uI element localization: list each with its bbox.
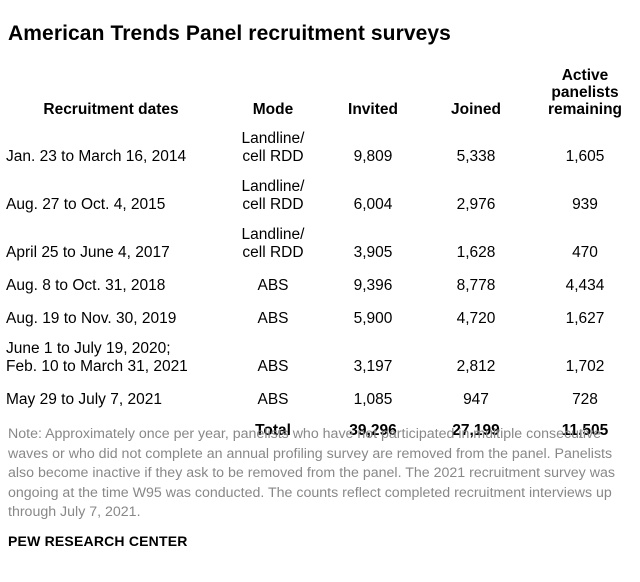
dates-cell: May 29 to July 7, 2021	[6, 391, 162, 408]
header-invited: Invited	[348, 101, 398, 118]
joined-cell: 2,976	[456, 196, 496, 213]
mode-line1: Landline/	[241, 130, 305, 147]
mode-cell: Landline/cell RDD	[222, 122, 324, 170]
mode-cell: Landline/cell RDD	[222, 218, 324, 266]
remaining-cell: 4,434	[565, 277, 605, 294]
total-row: Total 39,296 27,199 11,505	[0, 413, 640, 442]
mode-line2: cell RDD	[242, 148, 304, 165]
joined-cell: 2,812	[456, 358, 496, 375]
table-row: June 1 to July 19, 2020; Feb. 10 to March…	[0, 332, 640, 380]
source-credit: PEW RESEARCH CENTER	[8, 533, 188, 549]
mode-line1: Landline/	[241, 178, 305, 195]
dates-cell: Jan. 23 to March 16, 2014	[0, 122, 222, 170]
header-remaining: Active panelists remaining	[530, 58, 640, 122]
dates-cell: June 1 to July 19, 2020; Feb. 10 to March…	[0, 332, 222, 380]
joined-cell: 4,720	[456, 310, 496, 327]
mode-line2: cell RDD	[242, 244, 304, 261]
dates-line1: April 25 to June 4, 2017	[6, 244, 170, 261]
header-mode: Mode	[252, 101, 294, 118]
table-row: Aug. 27 to Oct. 4, 2015 Landline/cell RD…	[0, 170, 640, 218]
remaining-cell: 728	[572, 391, 598, 408]
footnote: Note: Approximately once per year, panel…	[8, 426, 615, 521]
dates-line1: Jan. 23 to March 16, 2014	[6, 148, 187, 165]
invited-cell: 9,396	[353, 277, 393, 294]
header-joined: Joined	[451, 101, 501, 118]
table-row: Aug. 8 to Oct. 31, 2018 ABS 9,396 8,778 …	[0, 266, 640, 299]
remaining-cell: 470	[572, 244, 598, 261]
header-remaining-line2: panelists	[551, 84, 619, 101]
table-row: Aug. 19 to Nov. 30, 2019 ABS 5,900 4,720…	[0, 299, 640, 332]
mode-cell: ABS	[257, 358, 289, 375]
remaining-cell: 1,702	[565, 358, 605, 375]
invited-cell: 6,004	[353, 196, 393, 213]
header-remaining-line3: remaining	[547, 101, 623, 118]
dates-cell: April 25 to June 4, 2017	[0, 218, 222, 266]
invited-cell: 3,905	[353, 244, 393, 261]
invited-cell: 9,809	[353, 148, 393, 165]
invited-cell: 3,197	[353, 358, 393, 375]
mode-line2: cell RDD	[242, 196, 304, 213]
mode-cell: ABS	[257, 310, 289, 327]
mode-cell: ABS	[257, 277, 289, 294]
remaining-cell: 939	[572, 196, 598, 213]
dates-cell: Aug. 8 to Oct. 31, 2018	[6, 277, 166, 294]
joined-cell: 1,628	[456, 244, 496, 261]
dates-line2: Feb. 10 to March 31, 2021	[6, 358, 188, 375]
page-title: American Trends Panel recruitment survey…	[8, 22, 451, 45]
table-row: April 25 to June 4, 2017 Landline/cell R…	[0, 218, 640, 266]
mode-line1: Landline/	[241, 226, 305, 243]
dates-line1: June 1 to July 19, 2020;	[6, 340, 171, 357]
dates-cell: Aug. 27 to Oct. 4, 2015	[0, 170, 222, 218]
table-row: May 29 to July 7, 2021 ABS 1,085 947 728	[0, 380, 640, 413]
joined-cell: 5,338	[456, 148, 496, 165]
remaining-cell: 1,605	[565, 148, 605, 165]
remaining-cell: 1,627	[565, 310, 605, 327]
dates-cell: Aug. 19 to Nov. 30, 2019	[6, 310, 177, 327]
header-row: Recruitment dates Mode Invited Joined Ac…	[0, 58, 640, 122]
joined-cell: 947	[463, 391, 489, 408]
header-dates: Recruitment dates	[43, 101, 179, 118]
header-remaining-line1: Active	[561, 67, 609, 84]
mode-cell: Landline/cell RDD	[222, 170, 324, 218]
joined-cell: 8,778	[456, 277, 496, 294]
total-remaining: 11,505	[561, 422, 609, 439]
total-label: Total	[255, 422, 291, 439]
table-row: Jan. 23 to March 16, 2014 Landline/cell …	[0, 122, 640, 170]
recruitment-table: Recruitment dates Mode Invited Joined Ac…	[0, 58, 640, 442]
dates-line1: Aug. 27 to Oct. 4, 2015	[6, 196, 166, 213]
total-joined: 27,199	[452, 422, 500, 439]
total-invited: 39,296	[349, 422, 397, 439]
invited-cell: 5,900	[353, 310, 393, 327]
invited-cell: 1,085	[353, 391, 393, 408]
mode-cell: ABS	[257, 391, 289, 408]
